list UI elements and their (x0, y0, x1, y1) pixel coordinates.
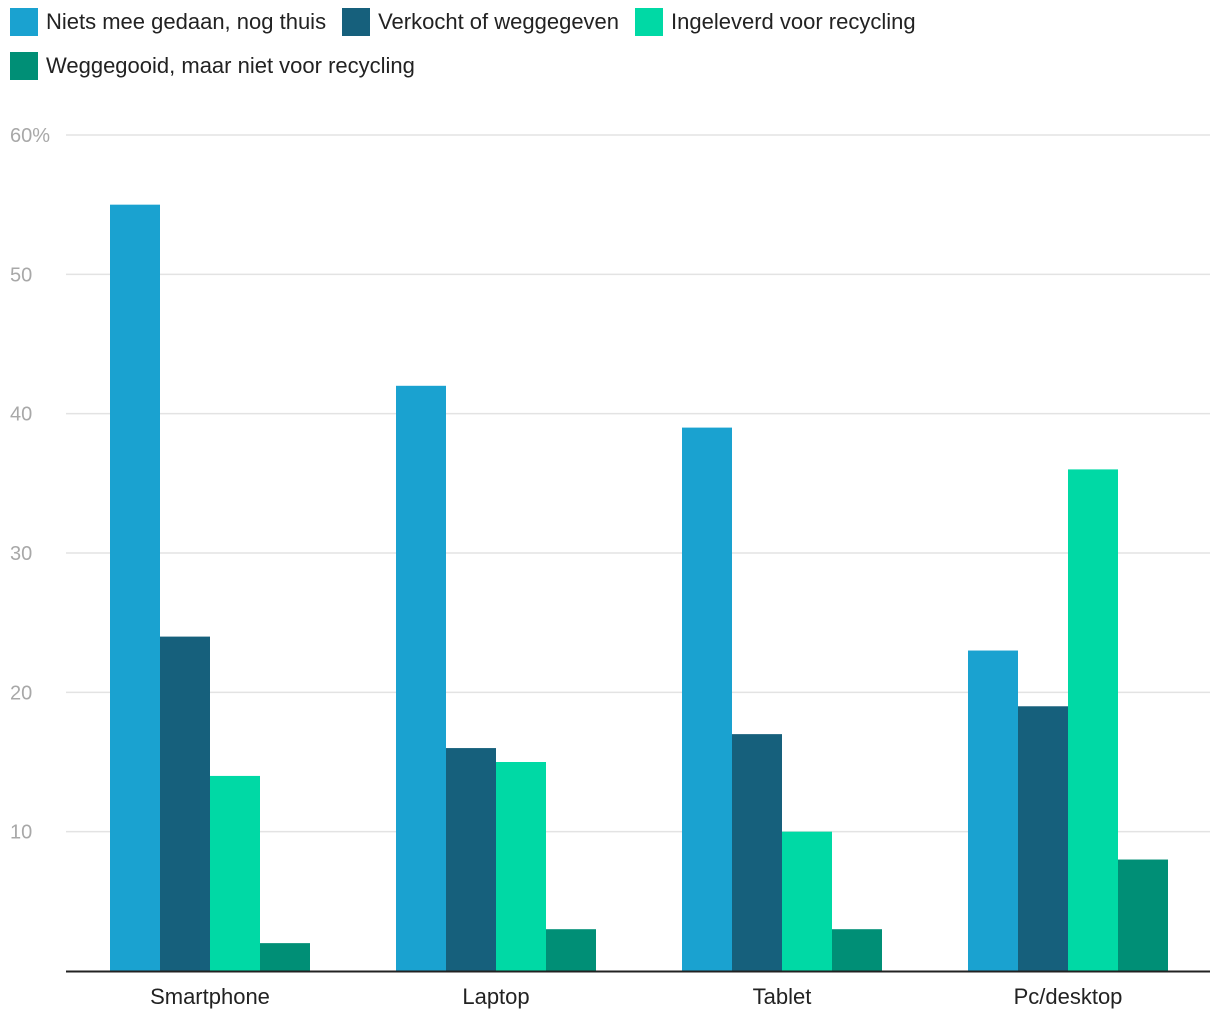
bar-laptop-series-4 (546, 929, 596, 971)
legend-label-verkocht: Verkocht of weggegeven (378, 9, 620, 34)
bar-pc-desktop-series-1 (968, 650, 1018, 971)
y-tick-label: 30 (10, 543, 32, 565)
bar-tablet-series-3 (782, 831, 832, 971)
y-tick-label: 20 (10, 682, 32, 704)
legend-swatch-weggegooid (10, 52, 38, 80)
legend-item-ingeleverd: Ingeleverd voor recycling (635, 8, 916, 36)
x-tick-label: Laptop (462, 984, 529, 1009)
chart-legend: Niets mee gedaan, nog thuis Verkocht of … (10, 8, 1210, 80)
bar-smartphone-series-1 (110, 204, 160, 971)
legend-label-weggegooid: Weggegooid, maar niet voor recycling (46, 53, 415, 78)
x-tick-label: Pc/desktop (1014, 984, 1123, 1009)
legend-swatch-verkocht (342, 8, 371, 36)
bar-tablet-series-4 (832, 929, 882, 971)
bar-smartphone-series-3 (210, 775, 260, 971)
bar-pc-desktop-series-2 (1018, 706, 1068, 971)
bar-tablet-series-1 (682, 427, 732, 972)
bar-laptop-series-2 (446, 748, 496, 971)
y-tick-label: 60% (10, 125, 50, 147)
bar-pc-desktop-series-4 (1118, 859, 1168, 971)
bar-smartphone-series-4 (260, 943, 310, 971)
y-tick-label: 10 (10, 822, 32, 844)
bar-pc-desktop-series-3 (1068, 469, 1118, 971)
legend-item-verkocht: Verkocht of weggegeven (342, 8, 619, 36)
legend-item-weggegooid: Weggegooid, maar niet voor recycling (10, 52, 415, 80)
bar-tablet-series-2 (732, 734, 782, 971)
legend-item-niets-mee-gedaan: Niets mee gedaan, nog thuis (10, 8, 326, 36)
y-tick-label: 40 (10, 404, 32, 426)
legend-label-ingeleverd: Ingeleverd voor recycling (671, 9, 916, 34)
y-tick-label: 50 (10, 264, 32, 286)
legend-label-niets-mee-gedaan: Niets mee gedaan, nog thuis (46, 9, 327, 34)
x-tick-label: Smartphone (150, 984, 270, 1009)
bar-laptop-series-3 (496, 762, 546, 971)
bar-smartphone-series-2 (160, 636, 210, 971)
legend-swatch-niets-mee-gedaan (10, 8, 38, 36)
bar-laptop-series-1 (396, 385, 446, 971)
legend-swatch-ingeleverd (635, 8, 664, 36)
x-tick-label: Tablet (753, 984, 812, 1009)
